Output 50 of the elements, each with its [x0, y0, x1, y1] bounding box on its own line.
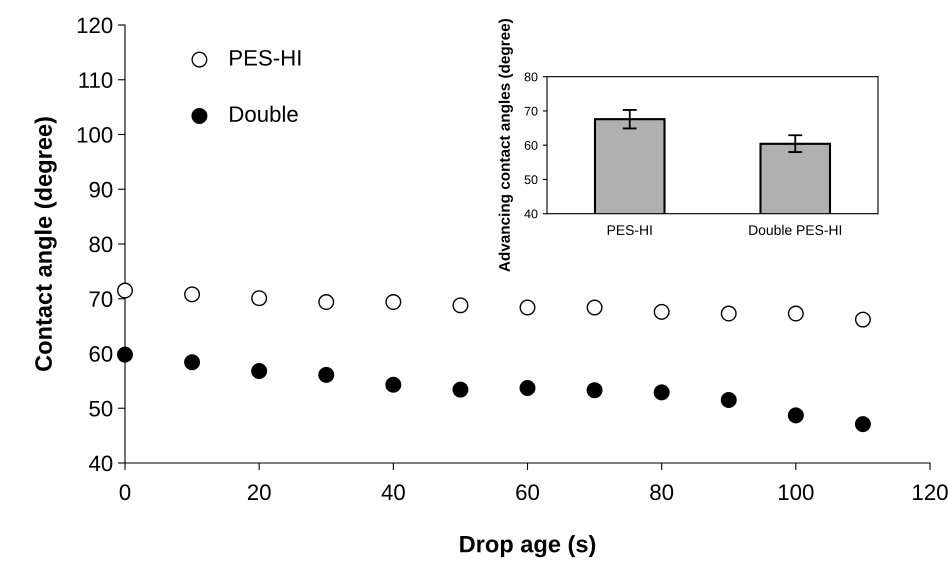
point — [251, 363, 268, 379]
point — [117, 282, 133, 299]
y-tick-label: 90 — [90, 182, 112, 198]
point — [586, 300, 603, 316]
y-tick-label: 50 — [524, 175, 538, 184]
point — [452, 297, 468, 314]
y-axis-title: Contact angle (degree) — [34, 117, 57, 371]
x-tick-label: 100 — [778, 484, 814, 500]
point — [184, 354, 200, 370]
x-axis-title: Drop age (s) — [460, 535, 596, 558]
point — [318, 366, 334, 383]
y-tick-label: 60 — [524, 141, 538, 150]
y-tick-label: 40 — [524, 210, 538, 218]
point — [720, 392, 737, 408]
x-tick-label: 40 — [381, 484, 405, 500]
point — [452, 382, 468, 398]
y-tick-label: 120 — [78, 18, 112, 34]
x-tick-label: 120 — [913, 484, 948, 500]
y-tick-label: 110 — [79, 72, 112, 88]
y-tick-label: 80 — [89, 236, 112, 252]
x-tick-label: Double PES-HI — [749, 224, 842, 236]
y-tick-label: 100 — [78, 127, 112, 143]
point — [251, 290, 268, 306]
y-tick-label: 70 — [90, 291, 112, 308]
point — [385, 376, 402, 393]
point — [184, 286, 200, 302]
point — [654, 384, 670, 400]
point — [586, 382, 603, 398]
point — [788, 407, 804, 424]
point — [654, 304, 670, 320]
y-tick-label: 70 — [524, 106, 538, 116]
legend-label: Double — [230, 106, 298, 122]
point — [788, 306, 804, 322]
point — [318, 294, 334, 310]
legend-label: PES-HI — [230, 50, 300, 66]
point — [720, 306, 737, 322]
y-axis-title: Advancing contact angles (degree) — [498, 19, 513, 272]
y-tick-label: 50 — [89, 400, 112, 417]
y-tick-label: 80 — [524, 72, 538, 82]
point — [520, 300, 536, 316]
x-tick-label: 20 — [248, 484, 271, 500]
point — [117, 346, 133, 363]
point — [854, 416, 871, 432]
x-tick-label: 0 — [120, 484, 130, 500]
y-tick-label: 60 — [90, 346, 112, 362]
point — [385, 294, 402, 310]
point — [854, 312, 871, 328]
x-tick-label: 80 — [650, 484, 674, 500]
point — [520, 380, 536, 396]
y-tick-label: 40 — [88, 456, 112, 472]
